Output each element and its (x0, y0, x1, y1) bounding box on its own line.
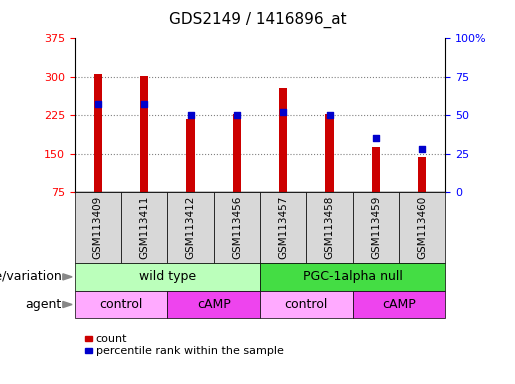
Point (325, 112, 334, 118)
Point (186, 112, 195, 118)
Text: GSM113456: GSM113456 (232, 196, 242, 259)
Point (233, 112, 241, 118)
Point (418, 146, 426, 152)
Point (372, 135, 380, 141)
Point (279, 109, 287, 115)
Text: agent: agent (26, 298, 62, 311)
Text: count: count (96, 334, 127, 344)
Bar (94, 74, 102, 192)
Point (140, 101, 148, 108)
Bar (186, 119, 195, 192)
Bar (372, 147, 380, 192)
Bar (279, 88, 287, 192)
Text: cAMP: cAMP (382, 298, 416, 311)
Text: percentile rank within the sample: percentile rank within the sample (96, 346, 284, 356)
Text: GDS2149 / 1416896_at: GDS2149 / 1416896_at (169, 12, 346, 28)
Text: GSM113458: GSM113458 (324, 196, 335, 259)
Text: cAMP: cAMP (197, 298, 231, 311)
Text: control: control (99, 298, 143, 311)
Bar (325, 114, 334, 192)
Text: GSM113411: GSM113411 (139, 196, 149, 259)
Bar (140, 76, 148, 192)
Text: GSM113457: GSM113457 (278, 196, 288, 259)
Text: GSM113460: GSM113460 (417, 196, 427, 259)
Text: genotype/variation: genotype/variation (0, 270, 62, 283)
Text: PGC-1alpha null: PGC-1alpha null (303, 270, 403, 283)
Bar (233, 114, 241, 192)
Text: GSM113409: GSM113409 (93, 196, 103, 259)
Text: GSM113412: GSM113412 (185, 196, 196, 259)
Point (94, 101, 102, 108)
Text: control: control (285, 298, 328, 311)
Text: wild type: wild type (139, 270, 196, 283)
Text: GSM113459: GSM113459 (371, 196, 381, 259)
Bar (418, 157, 426, 192)
